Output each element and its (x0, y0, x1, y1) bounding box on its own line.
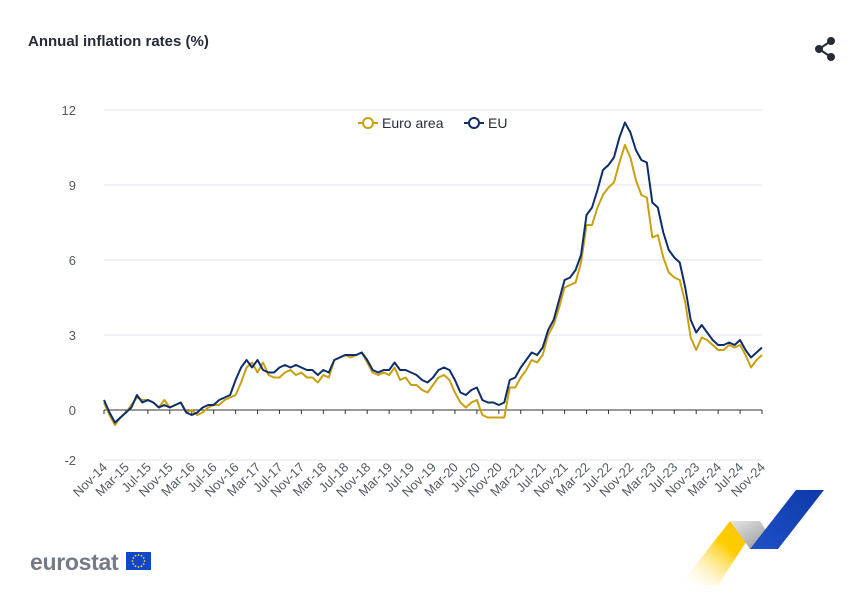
flag-star (140, 554, 143, 557)
legend-label: Euro area (382, 115, 444, 131)
brand-ribbon-graphic (680, 490, 824, 585)
y-tick-label: 6 (69, 253, 76, 268)
flag-star (134, 554, 137, 557)
flag-star (137, 554, 140, 556)
flag-star (142, 557, 145, 559)
share-icon[interactable] (812, 36, 838, 62)
flag-star (132, 557, 135, 559)
y-tick-label: -2 (64, 453, 76, 468)
flag-star (137, 566, 140, 568)
legend-item-eu[interactable]: EU (464, 115, 507, 131)
series-lines (103, 121, 763, 426)
flag-star (131, 560, 134, 562)
y-tick-label: 9 (69, 178, 76, 193)
eurostat-logo: eurostat (30, 549, 119, 575)
series-line-eu[interactable] (103, 121, 763, 424)
y-tick-label: 12 (62, 103, 76, 118)
legend-marker-icon (468, 117, 480, 129)
eu-flag-icon (126, 552, 151, 570)
flag-star (134, 565, 137, 568)
legend-label: EU (488, 115, 507, 131)
legend: Euro area EU (358, 115, 507, 131)
flag-star (143, 560, 146, 562)
legend-marker-icon (362, 117, 374, 129)
y-tick-label: 0 (69, 403, 76, 418)
legend-item-euro-area[interactable]: Euro area (358, 115, 444, 131)
flag-star (142, 563, 145, 565)
y-tick-label: 3 (69, 328, 76, 343)
y-axis-ticks: -2 0 3 6 9 12 (62, 103, 76, 468)
flag-star (132, 563, 135, 565)
page-title: Annual inflation rates (%) (28, 33, 209, 50)
series-line-euro-area[interactable] (103, 144, 763, 426)
flag-star (140, 565, 143, 568)
x-axis-ticks: Nov-14Mar-15Jul-15Nov-15Mar-16Jul-16Nov-… (70, 410, 768, 500)
